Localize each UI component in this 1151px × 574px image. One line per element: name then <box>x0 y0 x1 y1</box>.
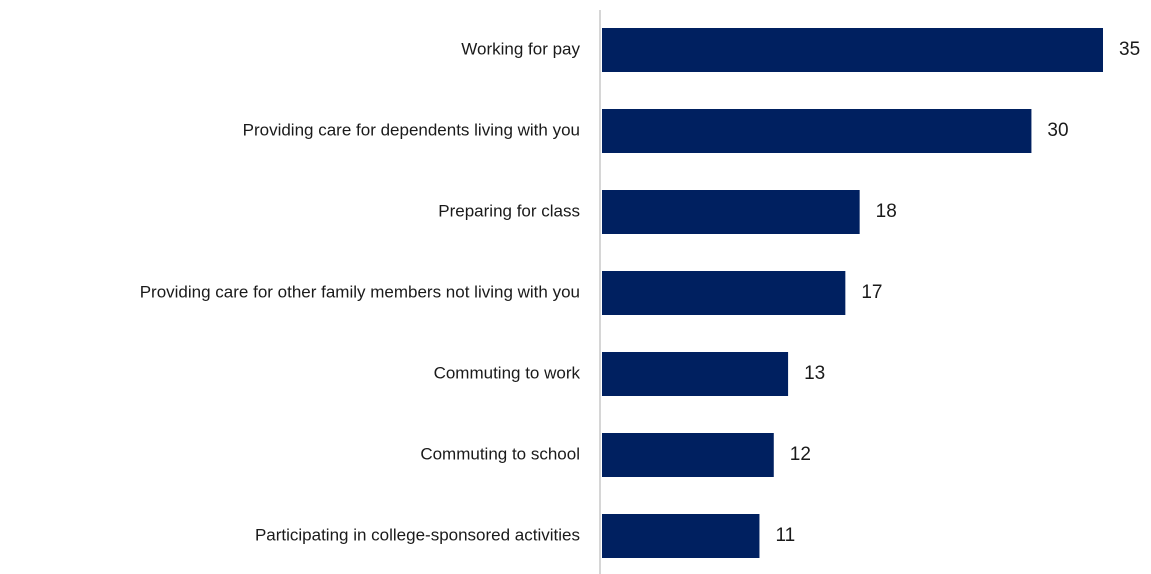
bar-1 <box>602 109 1032 153</box>
value-label-4: 13 <box>804 363 825 384</box>
bar-2 <box>602 190 860 234</box>
value-label-3: 17 <box>861 282 882 303</box>
category-label-1: Providing care for dependents living wit… <box>243 120 580 139</box>
category-label-3: Providing care for other family members … <box>140 282 580 301</box>
bars-group <box>602 28 1103 558</box>
value-label-1: 30 <box>1047 120 1068 141</box>
bar-0 <box>602 28 1103 72</box>
value-label-0: 35 <box>1119 39 1140 60</box>
category-label-0: Working for pay <box>461 39 580 58</box>
category-label-6: Participating in college-sponsored activ… <box>255 525 580 544</box>
value-label-6: 11 <box>775 525 795 546</box>
bar-4 <box>602 352 789 396</box>
value-labels-group: 35 30 18 17 13 12 11 <box>775 39 1140 546</box>
category-label-4: Commuting to work <box>434 363 581 382</box>
value-label-5: 12 <box>790 444 811 465</box>
bar-6 <box>602 514 760 558</box>
value-label-2: 18 <box>876 201 897 222</box>
category-labels-group: Working for pay Providing care for depend… <box>140 39 581 544</box>
category-label-2: Preparing for class <box>438 201 580 220</box>
bar-3 <box>602 271 846 315</box>
category-label-5: Commuting to school <box>420 444 580 463</box>
bar-5 <box>602 433 774 477</box>
